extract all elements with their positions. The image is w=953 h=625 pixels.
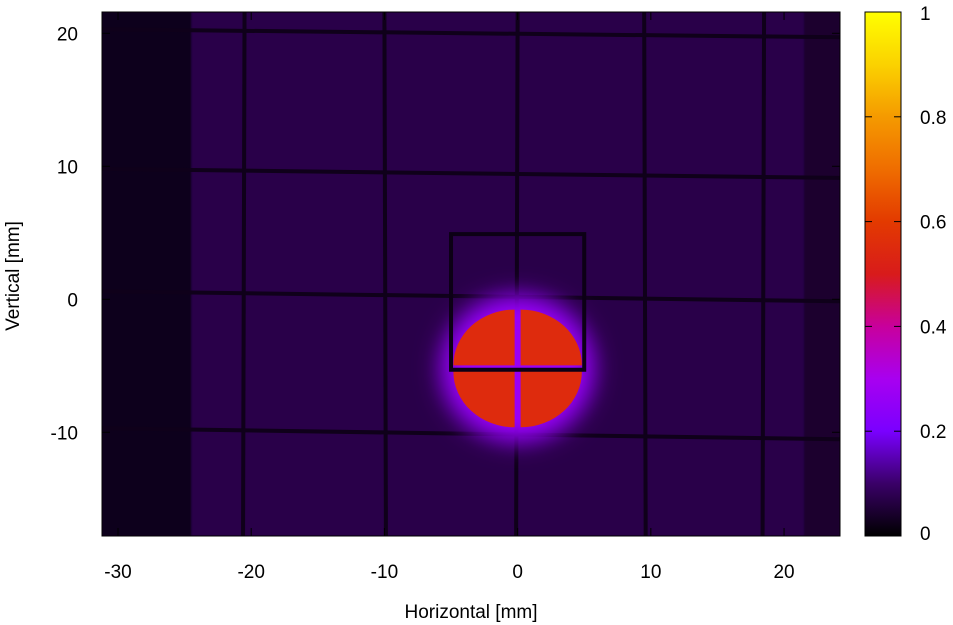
grid-wire-vertical <box>642 12 648 536</box>
y-tick-label: 20 <box>57 24 78 45</box>
colorbar-tick-label: 0 <box>920 524 931 545</box>
heatmap-edge-shade <box>804 12 840 536</box>
y-tick-label: 10 <box>57 157 78 178</box>
colorbar-tick-label: 1 <box>920 4 931 25</box>
x-tick-label: 0 <box>512 562 523 583</box>
beam-quadrant-lower-right <box>520 371 582 428</box>
colorbar-tick-label: 0.2 <box>920 422 946 443</box>
x-tick-label: -20 <box>237 562 264 583</box>
colorbar <box>864 11 902 537</box>
heatmap-dark-band <box>102 12 192 536</box>
x-tick-label: 20 <box>773 562 794 583</box>
colorbar-ticks: 0 0.2 0.4 0.6 0.8 1 <box>865 4 947 545</box>
grid-wire-vertical <box>760 12 767 536</box>
beam-quadrant-lower-left <box>453 371 515 428</box>
y-axis-ticks: -10 0 10 20 <box>51 24 840 444</box>
x-tick-label: -30 <box>104 562 131 583</box>
plot-frame <box>101 11 841 537</box>
aperture-box <box>449 232 587 372</box>
y-tick-label: 0 <box>67 290 78 311</box>
grid-wire-horizontal <box>102 27 840 40</box>
x-tick-label: -10 <box>371 562 398 583</box>
grid-wire-horizontal <box>102 166 840 180</box>
heatmap-background <box>102 12 840 536</box>
y-tick-label: -10 <box>51 423 78 444</box>
x-axis-ticks: -30 -20 -10 0 10 20 <box>104 12 795 583</box>
colorbar-tick-label: 0.6 <box>920 213 946 234</box>
colorbar-tick-label: 0.8 <box>920 108 946 129</box>
plot-area <box>102 12 840 536</box>
colorbar-tick-label: 0.4 <box>920 317 947 338</box>
beam-quadrant-upper-right <box>520 309 582 366</box>
grid-wire-vertical <box>382 12 388 536</box>
x-tick-label: 10 <box>640 562 661 583</box>
beam-quadrant-upper-left <box>453 309 515 366</box>
x-axis-title: Horizontal [mm] <box>404 602 537 623</box>
y-axis-title: Vertical [mm] <box>3 221 24 331</box>
grid-wire-vertical <box>241 12 247 536</box>
